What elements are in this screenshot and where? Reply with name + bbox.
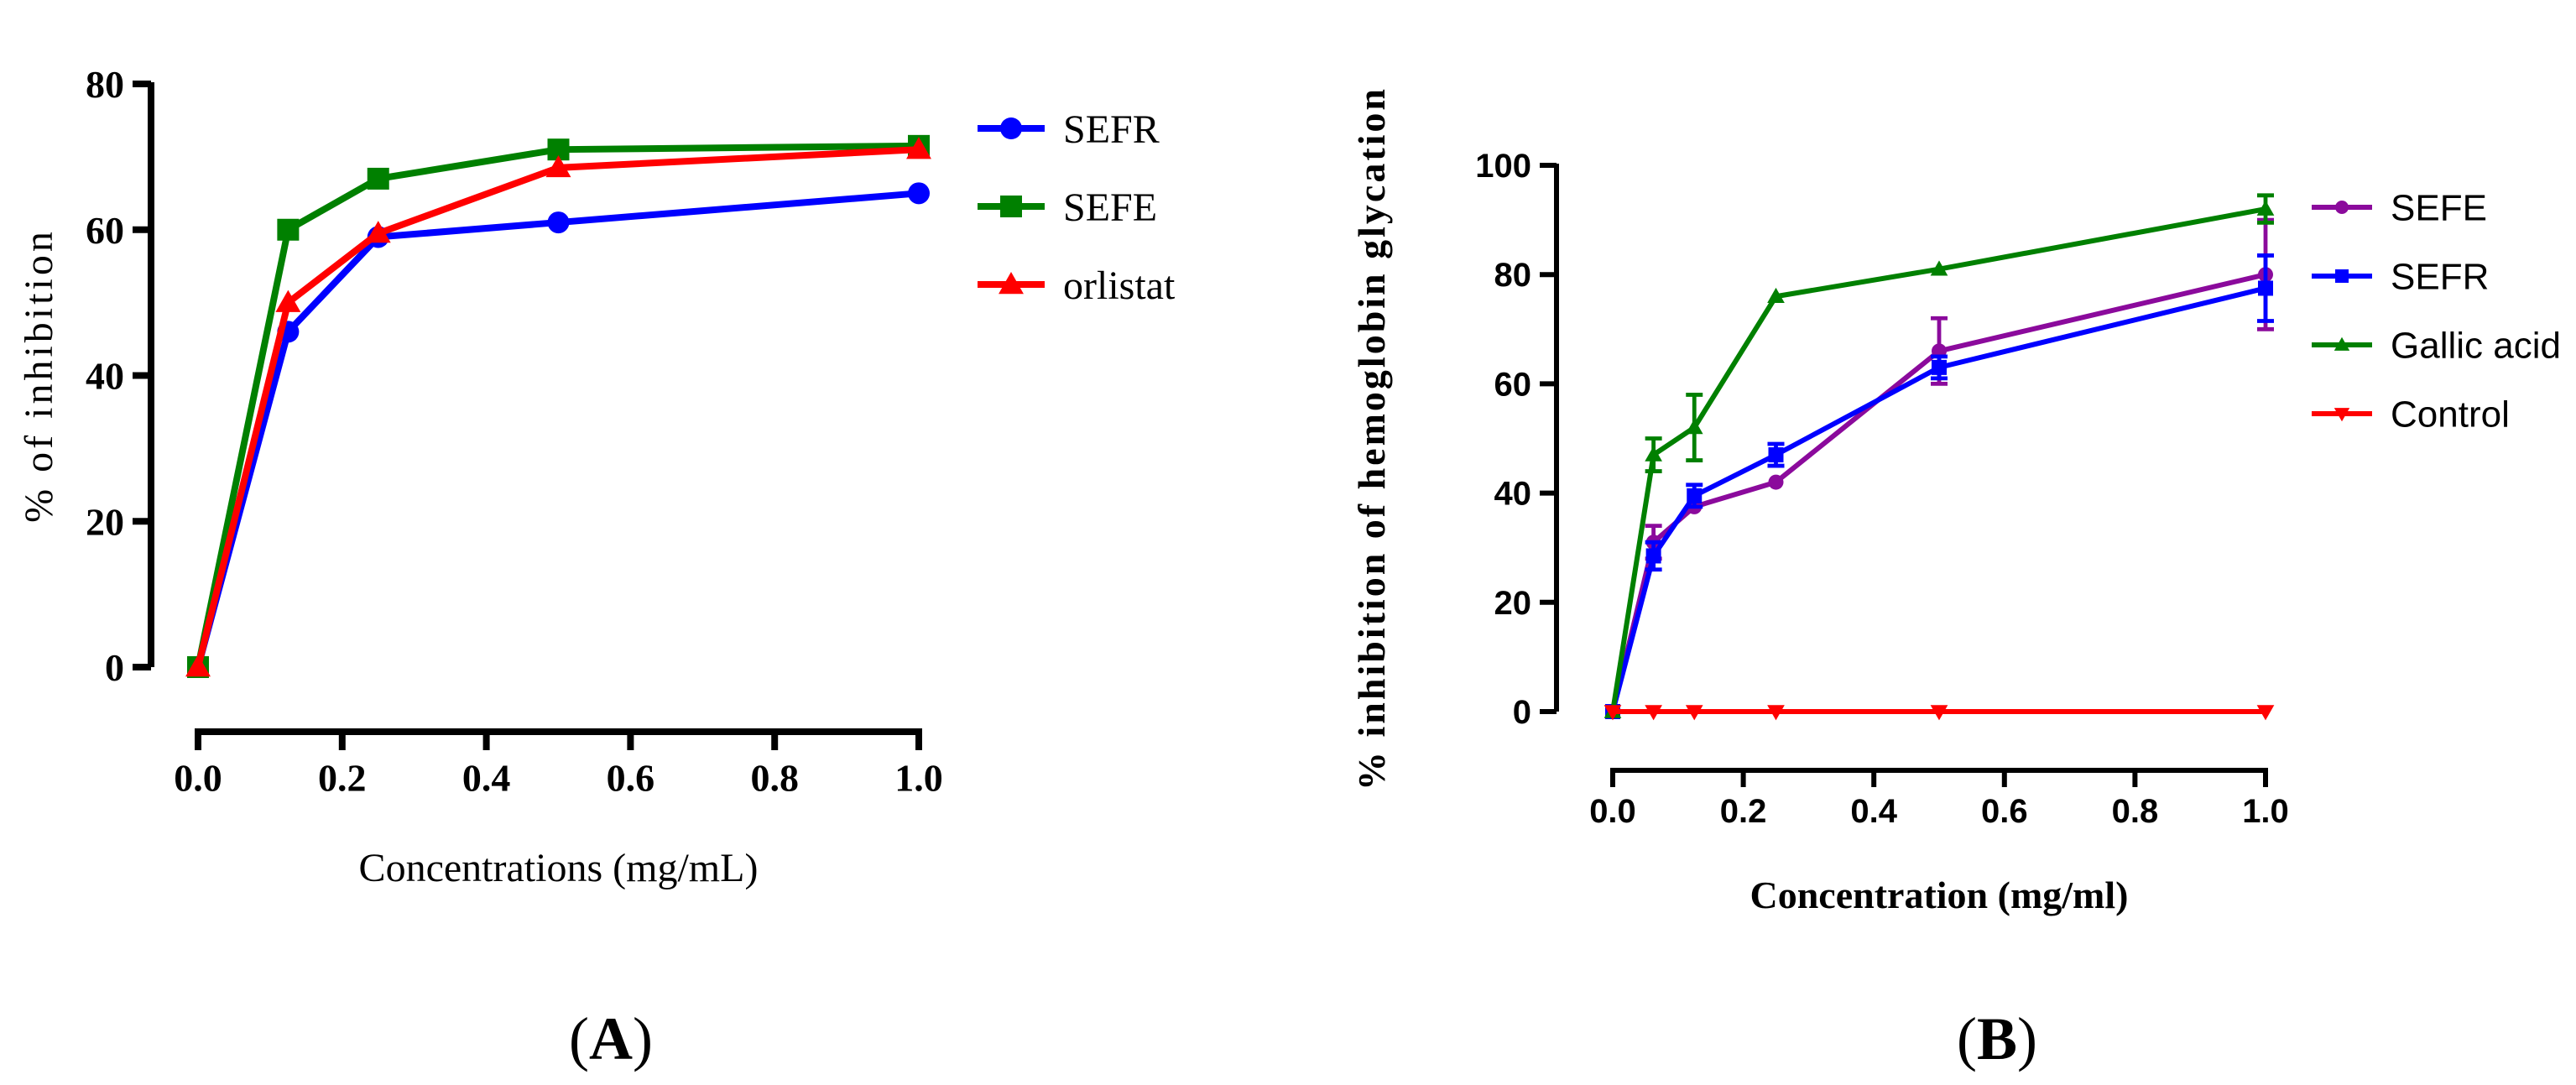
data-point — [275, 290, 301, 312]
y-axis-title: % inhibition of hemoglobin glycation — [1350, 86, 1393, 790]
legend-label: Gallic acid — [2391, 325, 2561, 366]
legend-swatch-marker — [2335, 201, 2349, 214]
data-point — [1687, 488, 1703, 503]
x-axis-title: Concentration (mg/ml) — [1750, 874, 2129, 916]
x-tick-label: 1.0 — [894, 756, 943, 799]
y-tick-label: 60 — [86, 209, 124, 252]
series-line — [1610, 285, 2266, 712]
legend-label: SEFE — [2391, 187, 2487, 228]
x-tick-label: 0.4 — [1850, 793, 1897, 830]
data-point — [367, 167, 389, 190]
panel-b-label: (B) — [1957, 1005, 2037, 1072]
panel-b-label-open: ( — [1957, 1005, 1977, 1072]
x-tick-label: 0.8 — [2112, 793, 2159, 830]
legend-label: SEFR — [1063, 107, 1160, 152]
panel-a-label-close: ) — [633, 1005, 653, 1072]
legend-label: SEFR — [2391, 256, 2489, 297]
x-tick-label: 0.8 — [750, 756, 799, 799]
data-point — [1768, 474, 1784, 490]
data-point — [185, 655, 211, 677]
legend-swatch-marker — [1000, 117, 1022, 139]
y-tick-label: 40 — [1494, 476, 1532, 513]
data-point — [1645, 548, 1661, 564]
data-point — [2258, 280, 2273, 296]
series-control: Control — [1603, 394, 2510, 721]
series-sefr: SEFR — [187, 107, 1160, 678]
data-point — [1930, 705, 1948, 721]
y-tick-label: 20 — [86, 500, 124, 543]
data-point — [908, 182, 930, 205]
x-axis-title: Concentrations (mg/mL) — [359, 846, 759, 890]
data-point — [1932, 359, 1947, 375]
legend-swatch-marker — [2334, 408, 2350, 422]
panel-a-label: (A) — [569, 1005, 653, 1072]
data-point — [2256, 200, 2275, 216]
y-tick-label: 20 — [1494, 585, 1532, 622]
y-tick-label: 0 — [105, 646, 124, 689]
series-gallic-acid: Gallic acid — [1603, 193, 2561, 718]
legend-label: SEFE — [1063, 185, 1157, 230]
data-point — [1685, 419, 1703, 435]
x-tick-label: 1.0 — [2242, 793, 2289, 830]
legend-swatch-marker — [999, 272, 1024, 295]
x-tick-label: 0.0 — [174, 756, 222, 799]
x-tick-label: 0.4 — [462, 756, 511, 799]
x-tick-label: 0.6 — [1981, 793, 2028, 830]
y-tick-label: 80 — [86, 63, 124, 106]
data-point — [545, 154, 571, 178]
panel-b-label-letter: B — [1977, 1005, 2017, 1072]
data-point — [547, 211, 570, 234]
y-axis-title: % of inhibition — [17, 228, 61, 523]
x-tick-label: 0.2 — [1720, 793, 1767, 830]
y-tick-label: 60 — [1494, 366, 1532, 403]
panel-a-label-open: ( — [569, 1005, 589, 1072]
x-tick-label: 0.0 — [1589, 793, 1636, 830]
series-line — [195, 190, 920, 669]
chart-a: 0 20 40 60 80 0.0 0.2 0.4 0.6 0.8 1.0 Concentration… — [17, 63, 1176, 890]
x-tick-label: 0.6 — [607, 756, 655, 799]
legend-swatch-marker — [1000, 196, 1022, 217]
data-point — [1930, 260, 1948, 276]
series-line — [1610, 206, 2266, 712]
data-point — [1767, 705, 1785, 721]
panel-b-label-close: ) — [2017, 1005, 2037, 1072]
panel-a-label-letter: A — [589, 1005, 633, 1072]
data-point — [2256, 705, 2275, 721]
legend-swatch-marker — [2334, 336, 2350, 351]
y-tick-label: 0 — [1513, 694, 1531, 731]
data-point — [1645, 446, 1662, 462]
data-point — [1768, 447, 1784, 463]
y-tick-label: 80 — [1494, 257, 1532, 294]
data-point — [277, 218, 300, 241]
data-point — [1767, 287, 1785, 304]
y-tick-label: 100 — [1475, 148, 1531, 185]
legend-label: orlistat — [1063, 263, 1176, 308]
chart-b: 0 20 40 60 80 100 0.0 0.2 0.4 0.6 0.8 1.0 Concentrat… — [1350, 86, 2561, 916]
data-point — [1645, 705, 1662, 721]
data-point — [1685, 705, 1703, 721]
series-sefr: SEFR — [1605, 253, 2489, 719]
data-point — [906, 137, 931, 159]
series-orlistat: orlistat — [185, 137, 1176, 677]
legend-label: Control — [2391, 394, 2510, 435]
x-tick-label: 0.2 — [318, 756, 367, 799]
y-tick-label: 40 — [86, 355, 124, 398]
data-point — [365, 221, 391, 243]
series-sefe: SEFE — [1605, 187, 2487, 719]
legend-swatch-marker — [2335, 269, 2349, 283]
data-point — [1603, 705, 1622, 721]
